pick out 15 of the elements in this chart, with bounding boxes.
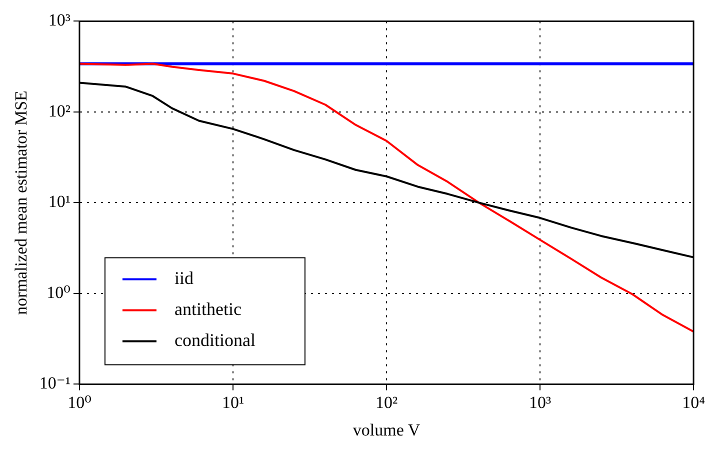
x-tick-label: 10³ (528, 392, 552, 412)
x-tick-label: 10⁴ (682, 392, 706, 412)
legend-label: conditional (174, 330, 256, 350)
legend-label: antithetic (174, 298, 242, 319)
y-tick-label: 10³ (48, 10, 70, 30)
x-tick-label: 10² (375, 392, 398, 412)
legend-label: iid (174, 268, 194, 288)
y-tick-label: 10⁻¹ (39, 374, 70, 393)
y-axis-title: normalized mean estimator MSE (12, 90, 31, 315)
x-tick-label: 10¹ (222, 392, 244, 412)
y-tick-label: 10² (48, 101, 70, 120)
y-tick-label: 10¹ (48, 192, 70, 212)
x-tick-label: 10⁰ (68, 392, 92, 412)
x-axis-title: volume V (352, 420, 421, 440)
y-tick-label: 10⁰ (46, 282, 71, 302)
